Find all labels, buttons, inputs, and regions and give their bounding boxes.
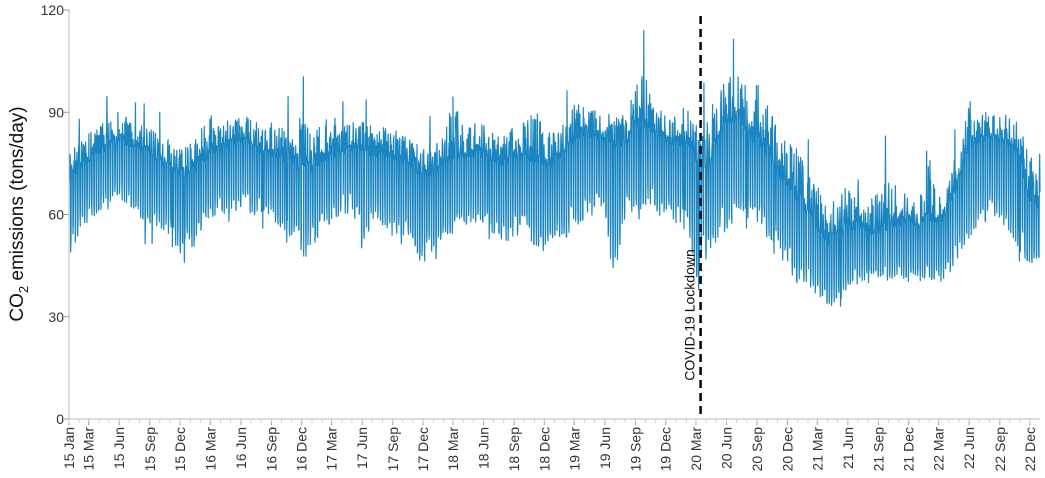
x-tick-label: 17 Jun [354,427,370,469]
x-tick-label: 18 Sep [506,427,522,472]
lockdown-annotation-label: COVID-19 Lockdown [682,249,698,381]
x-tick-label: 18 Dec [536,427,552,471]
x-tick-label: 22 Mar [931,427,947,471]
x-tick-label: 18 Mar [445,427,461,471]
x-tick-label: 16 Mar [202,427,218,471]
x-tick-label: 19 Mar [566,427,582,471]
y-axis-ticks: 0 30 60 90 120 [41,2,69,427]
x-tick-label: 15 Jan [61,427,77,469]
x-tick-label: 17 Dec [415,427,431,471]
y-axis-title-main: CO [7,293,28,322]
x-axis-minor-ticks [68,419,1031,423]
x-tick-label: 15 Mar [81,427,97,471]
y-tick-label: 120 [41,2,65,18]
x-tick-label: 20 Mar [688,427,704,471]
x-tick-label: 16 Dec [294,427,310,471]
y-axis-title-rest: emissions (tons/day) [7,106,28,286]
x-tick-label: 22 Sep [992,427,1008,472]
x-tick-label: 22 Jun [961,427,977,469]
x-tick-label: 17 Mar [324,427,340,471]
x-tick-label: 19 Dec [658,427,674,471]
x-tick-label: 20 Dec [779,427,795,471]
x-tick-label: 20 Jun [719,427,735,469]
x-tick-label: 19 Sep [627,427,643,472]
y-tick-label: 90 [48,104,64,120]
x-tick-label: 21 Sep [870,427,886,472]
x-tick-label: 22 Dec [1022,427,1038,471]
x-axis-ticks: 15 Jan 15 Mar 15 Jun 15 Sep 15 Dec 16 Mar 16 J… [61,419,1038,471]
x-tick-label: 21 Dec [901,427,917,471]
x-tick-label: 20 Sep [749,427,765,472]
y-tick-label: 30 [48,309,64,325]
x-tick-label: 15 Jun [111,427,127,469]
x-tick-label: 15 Dec [172,427,188,471]
x-tick-label: 16 Jun [233,427,249,469]
y-tick-label: 60 [48,207,64,223]
plot-area [68,29,1041,307]
y-tick-label: 0 [56,411,64,427]
series-line-co2 [68,29,1041,307]
x-tick-label: 19 Jun [597,427,613,469]
x-tick-label: 17 Sep [385,427,401,472]
x-tick-label: 18 Jun [476,427,492,469]
y-axis-title: CO2 emissions (tons/day) [7,106,31,321]
x-tick-label: 15 Sep [142,427,158,472]
y-axis-title-subscript: 2 [16,286,31,293]
x-tick-label: 21 Mar [809,427,825,471]
x-tick-label: 21 Jun [840,427,856,469]
x-tick-label: 16 Sep [263,427,279,472]
